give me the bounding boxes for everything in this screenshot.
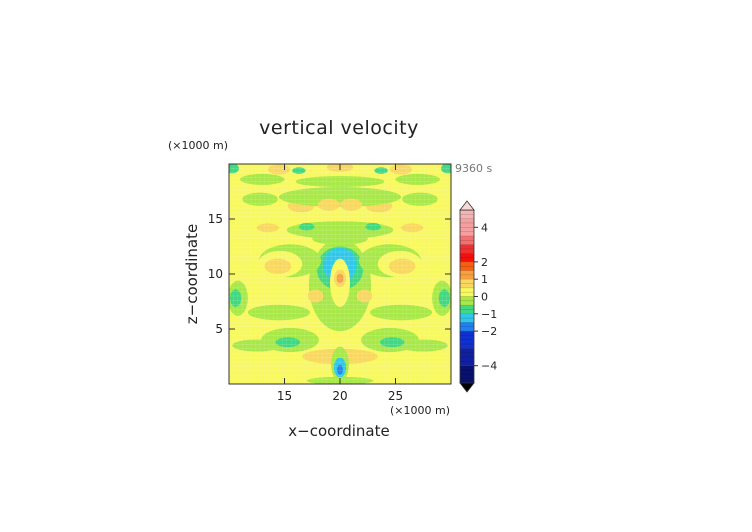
field-feature-39 bbox=[278, 187, 402, 207]
y-axis-label: z−coordinate bbox=[183, 224, 201, 324]
colorbar-level-11 bbox=[460, 313, 474, 323]
field-feature-40 bbox=[242, 192, 278, 206]
colorbar-max-arrow bbox=[459, 200, 475, 211]
colorbar-level-5 bbox=[460, 261, 474, 271]
colorbar-tick-label: 0 bbox=[481, 291, 488, 304]
field-feature-12 bbox=[230, 289, 242, 308]
colorbar-level-12 bbox=[460, 322, 474, 332]
x-tick-label: 15 bbox=[277, 389, 292, 403]
field-feature-18 bbox=[307, 289, 324, 303]
field-feature-44 bbox=[295, 176, 385, 188]
field-feature-46 bbox=[395, 173, 440, 185]
y-tick-label: 5 bbox=[215, 322, 223, 336]
colorbar-level-1 bbox=[460, 218, 474, 236]
x-tick-label: 20 bbox=[332, 389, 347, 403]
colorbar-level-10 bbox=[460, 305, 474, 314]
field-feature-29 bbox=[264, 258, 292, 274]
colorbar-level-9 bbox=[460, 296, 474, 306]
colorbar-level-4 bbox=[460, 253, 474, 262]
field-feature-24 bbox=[336, 273, 344, 284]
x-axis-label: x−coordinate bbox=[288, 422, 389, 440]
field-feature-15 bbox=[369, 304, 433, 321]
colorbar-level-7 bbox=[460, 279, 474, 288]
time-label: 9360 s bbox=[455, 162, 492, 175]
colorbar-tick-label: −1 bbox=[481, 308, 497, 321]
colorbar-level-6 bbox=[460, 270, 474, 280]
colorbar-level-8 bbox=[460, 287, 474, 297]
y-tick-label: 15 bbox=[208, 212, 223, 226]
field-feature-5 bbox=[275, 337, 301, 348]
field-feature-30 bbox=[388, 258, 416, 274]
field-feature-34 bbox=[298, 222, 315, 231]
field-feature-6 bbox=[379, 337, 405, 348]
colorbar-level-2 bbox=[460, 235, 474, 245]
field-feature-32 bbox=[256, 223, 279, 233]
colorbar-tick-label: 1 bbox=[481, 273, 488, 286]
colorbar-level-14 bbox=[460, 348, 474, 366]
field-feature-42 bbox=[317, 198, 340, 211]
field-feature-13 bbox=[438, 289, 450, 308]
field-feature-33 bbox=[401, 223, 424, 233]
colorbar: 4 2 1 0 −1 −2 −4 bbox=[459, 200, 497, 393]
colorbar-level-15 bbox=[460, 365, 474, 383]
colorbar-tick-label: −4 bbox=[481, 360, 497, 373]
colorbar-tick-label: 4 bbox=[481, 221, 488, 234]
axis-ticks: 15 20 25 5 10 15 bbox=[208, 164, 451, 403]
colorbar-min-arrow bbox=[459, 382, 475, 393]
field-feature-52 bbox=[292, 167, 306, 174]
field-feature-51 bbox=[441, 164, 451, 174]
field-feature-43 bbox=[340, 198, 363, 211]
colorbar-level-13 bbox=[460, 331, 474, 349]
field-feature-41 bbox=[402, 192, 438, 206]
colorbar-tick-label: 2 bbox=[481, 256, 488, 269]
colorbar-tick-label: −2 bbox=[481, 325, 497, 338]
field-feature-19 bbox=[356, 289, 373, 303]
x-tick-label: 25 bbox=[388, 389, 403, 403]
colorbar-level-0 bbox=[460, 210, 474, 219]
field-feature-53 bbox=[374, 167, 388, 174]
y-unit-label: (×1000 m) bbox=[168, 139, 228, 152]
field-feature-9 bbox=[337, 364, 343, 375]
y-tick-label: 10 bbox=[208, 267, 223, 281]
gridlines bbox=[229, 163, 452, 384]
field-feature-14 bbox=[247, 304, 311, 321]
field-feature-35 bbox=[365, 222, 382, 231]
field-feature-36 bbox=[312, 232, 368, 245]
field-feature-45 bbox=[240, 173, 285, 185]
field-feature-50 bbox=[229, 164, 239, 174]
x-unit-label: (×1000 m) bbox=[390, 404, 450, 417]
chart-title: vertical velocity bbox=[259, 117, 419, 139]
colorbar-level-3 bbox=[460, 244, 474, 254]
plot-area bbox=[229, 164, 451, 384]
